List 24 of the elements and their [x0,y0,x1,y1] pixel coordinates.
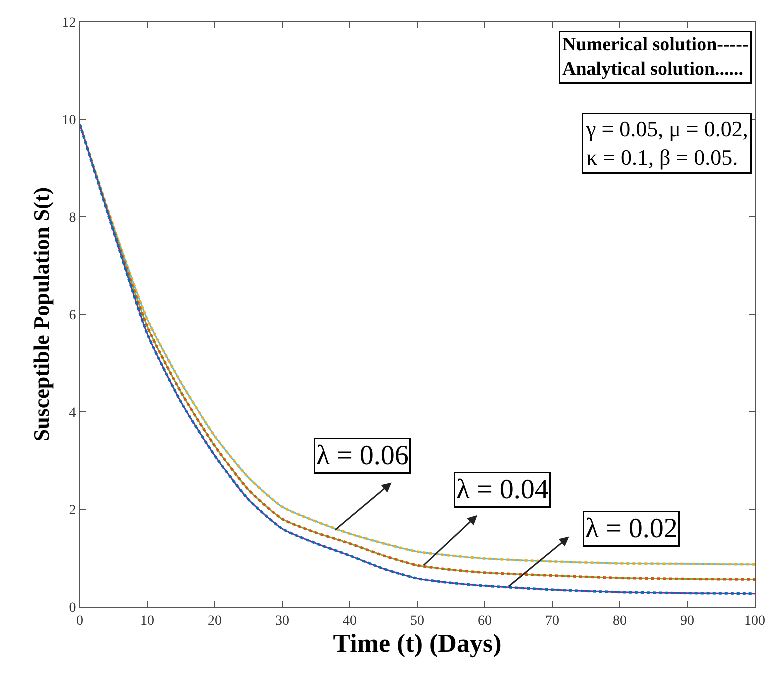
y-tick-label: 8 [69,210,76,226]
x-tick-label: 100 [744,614,766,629]
x-tick-label: 70 [546,614,560,629]
y-tick-label: 10 [62,113,76,128]
x-tick-label: 90 [680,614,694,629]
x-tick-label: 80 [613,614,627,629]
x-tick-label: 40 [343,614,357,629]
y-tick-label: 12 [62,16,76,31]
x-tick-label: 30 [276,614,290,629]
x-tick-label: 10 [140,614,154,629]
annotation: λ = 0.04 [456,474,549,506]
annotation: λ = 0.02 [586,514,678,544]
y-tick-label: 6 [69,308,76,324]
annotation: λ = 0.06 [316,440,409,472]
x-tick-label: 50 [410,614,424,629]
y-tick-label: 0 [69,600,76,616]
x-tick-label: 20 [208,614,222,629]
y-tick-label: 4 [69,406,76,421]
y-axis-title: Susceptible Population S(t) [29,187,54,442]
x-tick-label: 60 [478,614,492,629]
annotation: γ = 0.05, μ = 0.02, κ = 0.1, β = 0.05. [586,116,748,170]
y-tick-label: 2 [69,503,76,518]
annotation: Numerical solution----- Analytical solution...... [562,34,749,80]
x-axis-title: Time (t) (Days) [333,628,502,658]
